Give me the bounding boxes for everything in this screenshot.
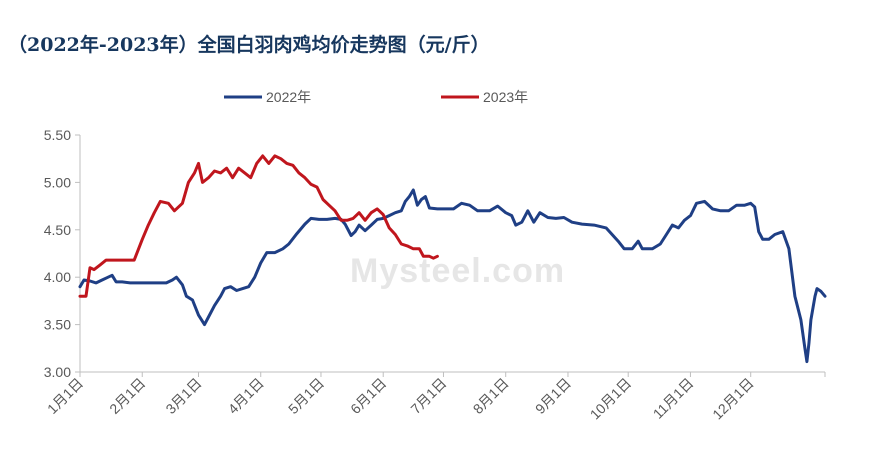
legend-label-2022: 2022年 [266, 89, 311, 105]
series-line-2023 [78, 154, 439, 298]
x-tick-label: 1月1日 [44, 375, 86, 417]
x-tick-label: 11月1日 [650, 375, 697, 422]
watermark: Mysteel.com [350, 252, 565, 290]
x-tick-label: 6月1日 [347, 375, 389, 417]
x-tick-label: 5月1日 [285, 375, 327, 417]
y-tick-label: 3.00 [44, 364, 71, 380]
x-tick-label: 3月1日 [162, 375, 204, 417]
series-line-2022 [78, 188, 827, 364]
series-lines [78, 154, 827, 364]
x-tick-label: 8月1日 [470, 375, 512, 417]
y-tick-label: 4.00 [44, 269, 71, 285]
x-tick-label: 10月1日 [587, 375, 635, 423]
x-tick-label: 7月1日 [407, 375, 449, 417]
x-tick-label: 2月1日 [106, 375, 148, 417]
y-tick-label: 5.50 [44, 127, 71, 143]
legend: 2022年 2023年 [224, 89, 528, 105]
legend-label-2023: 2023年 [483, 89, 528, 105]
x-tick-label: 9月1日 [532, 375, 574, 417]
y-tick-label: 4.50 [44, 222, 71, 238]
x-tick-label: 4月1日 [225, 375, 267, 417]
y-tick-label: 5.00 [44, 174, 71, 190]
y-tick-label: 3.50 [44, 317, 71, 333]
chart-title: （2022年-2023年）全国白羽肉鸡均价走势图（元/斤） [8, 34, 490, 56]
x-tick-label: 12月1日 [709, 375, 757, 423]
